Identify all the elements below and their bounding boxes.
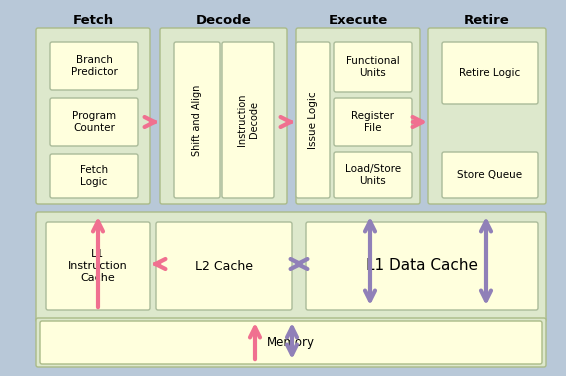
FancyBboxPatch shape [334, 98, 412, 146]
Text: Memory: Memory [267, 336, 315, 349]
FancyBboxPatch shape [156, 222, 292, 310]
Text: Functional
Units: Functional Units [346, 56, 400, 78]
FancyBboxPatch shape [50, 154, 138, 198]
FancyBboxPatch shape [36, 318, 546, 367]
FancyBboxPatch shape [174, 42, 220, 198]
Text: Fetch
Logic: Fetch Logic [80, 165, 108, 187]
FancyBboxPatch shape [334, 152, 412, 198]
FancyBboxPatch shape [442, 152, 538, 198]
Text: Decode: Decode [196, 14, 251, 26]
Text: Execute: Execute [328, 14, 388, 26]
FancyBboxPatch shape [36, 212, 546, 322]
Text: Branch
Predictor: Branch Predictor [71, 55, 117, 77]
Text: L2 Cache: L2 Cache [195, 259, 253, 273]
Text: Fetch: Fetch [72, 14, 114, 26]
FancyBboxPatch shape [428, 28, 546, 204]
FancyBboxPatch shape [306, 222, 538, 310]
Text: Program
Counter: Program Counter [72, 111, 116, 133]
Text: Load/Store
Units: Load/Store Units [345, 164, 401, 186]
FancyBboxPatch shape [40, 321, 542, 364]
Text: Shift and Align: Shift and Align [192, 84, 202, 156]
Text: L1
Instruction
Cache: L1 Instruction Cache [68, 249, 128, 283]
FancyBboxPatch shape [222, 42, 274, 198]
Text: Retire: Retire [464, 14, 510, 26]
FancyBboxPatch shape [46, 222, 150, 310]
Text: Retire Logic: Retire Logic [460, 68, 521, 78]
Text: Instruction
Decode: Instruction Decode [237, 94, 259, 146]
FancyBboxPatch shape [36, 28, 150, 204]
FancyBboxPatch shape [160, 28, 287, 204]
Text: Issue Logic: Issue Logic [308, 91, 318, 149]
FancyBboxPatch shape [50, 98, 138, 146]
FancyBboxPatch shape [334, 42, 412, 92]
Text: Store Queue: Store Queue [457, 170, 522, 180]
FancyBboxPatch shape [296, 28, 420, 204]
Text: Register
File: Register File [351, 111, 395, 133]
FancyBboxPatch shape [442, 42, 538, 104]
FancyBboxPatch shape [296, 42, 330, 198]
Text: L1 Data Cache: L1 Data Cache [366, 259, 478, 273]
FancyBboxPatch shape [50, 42, 138, 90]
